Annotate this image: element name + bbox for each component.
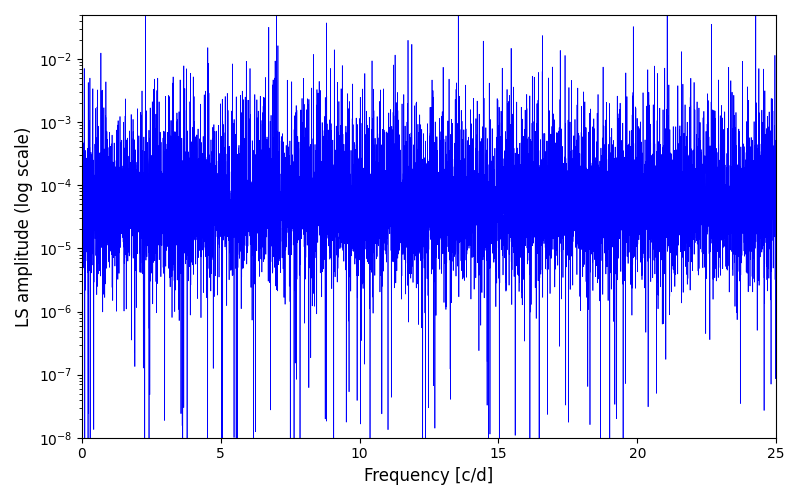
X-axis label: Frequency [c/d]: Frequency [c/d] bbox=[364, 467, 494, 485]
Y-axis label: LS amplitude (log scale): LS amplitude (log scale) bbox=[15, 126, 33, 326]
